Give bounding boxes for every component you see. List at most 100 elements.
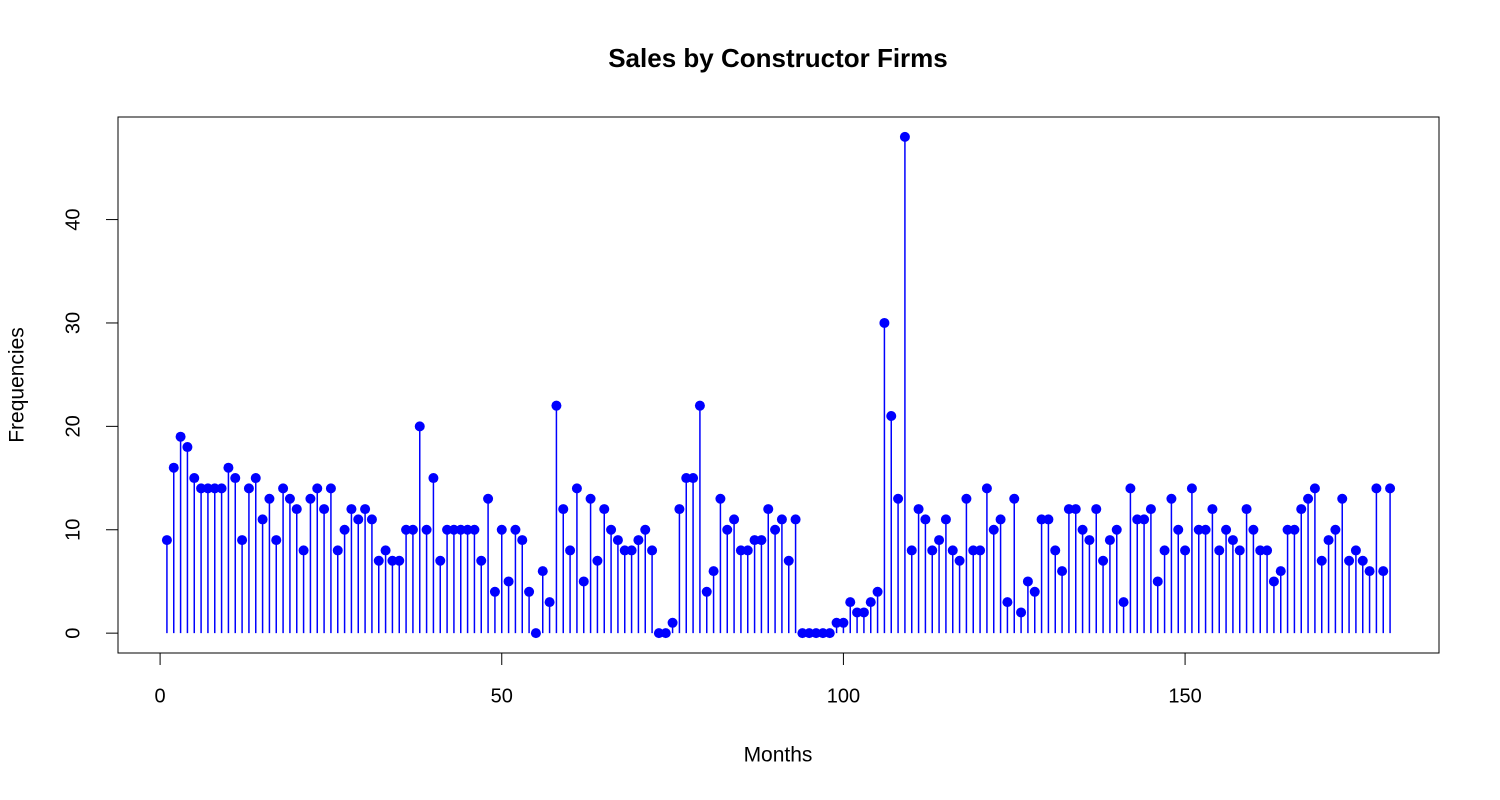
stem-point — [1268, 576, 1279, 587]
stem-point — [565, 545, 576, 556]
stem-point — [571, 483, 582, 494]
stem-point — [906, 545, 917, 556]
stem-point — [216, 483, 227, 494]
stem-point — [1330, 524, 1341, 535]
stem-point — [981, 483, 992, 494]
stem-point — [182, 442, 193, 453]
stem-point — [858, 607, 869, 618]
stem-point — [407, 524, 418, 535]
stem-point — [1207, 504, 1218, 515]
stem-point — [462, 524, 473, 535]
stem-point — [1371, 483, 1382, 494]
stem-point — [1214, 545, 1225, 556]
stem-point — [1186, 483, 1197, 494]
stem-point — [592, 555, 603, 566]
stem-point — [551, 400, 562, 411]
stem-point — [1193, 524, 1204, 535]
stem-point — [1255, 545, 1266, 556]
stem-point — [284, 493, 295, 504]
stem-point — [899, 131, 910, 142]
stem-point — [469, 524, 480, 535]
stem-point — [414, 421, 425, 432]
stem-point — [845, 597, 856, 608]
stem-point — [995, 514, 1006, 525]
stem-point — [524, 586, 535, 597]
stem-point — [202, 483, 213, 494]
stem-point — [319, 504, 330, 515]
stem-point — [1323, 535, 1334, 546]
stem-point — [667, 617, 678, 628]
x-axis-label: Months — [744, 744, 813, 767]
stem-point — [961, 493, 972, 504]
stem-point — [1016, 607, 1027, 618]
stem-point — [599, 504, 610, 515]
stem-point — [325, 483, 336, 494]
stem-point — [940, 514, 951, 525]
stem-point — [1289, 524, 1300, 535]
stem-point — [722, 524, 733, 535]
stem-point — [1275, 566, 1286, 577]
stem-point — [1152, 576, 1163, 587]
stem-point — [366, 514, 377, 525]
stem-point — [585, 493, 596, 504]
stem-point — [196, 483, 207, 494]
stem-point — [1084, 535, 1095, 546]
stem-point — [797, 628, 808, 639]
x-tick-label: 150 — [1168, 685, 1201, 707]
stem-point — [544, 597, 555, 608]
stem-point — [1385, 483, 1396, 494]
stem-point — [886, 411, 897, 422]
stem-point — [838, 617, 849, 628]
stem-point — [783, 555, 794, 566]
stem-point — [1241, 504, 1252, 515]
chart-title: Sales by Constructor Firms — [608, 43, 948, 73]
stem-point — [291, 504, 302, 515]
stem-point — [1316, 555, 1327, 566]
stem-point — [271, 535, 282, 546]
stem-point — [305, 493, 316, 504]
stem-point — [250, 473, 261, 484]
stem-point — [647, 545, 658, 556]
stem-point — [243, 483, 254, 494]
y-tick-label: 20 — [62, 415, 84, 437]
stem-point — [1111, 524, 1122, 535]
stem-point — [489, 586, 500, 597]
stem-point — [1282, 524, 1293, 535]
stem-point — [756, 535, 767, 546]
y-axis-label: Frequencies — [6, 327, 29, 443]
stem-point — [1063, 504, 1074, 515]
stem-point — [510, 524, 521, 535]
plot-frame — [117, 116, 1440, 654]
stem-point — [811, 628, 822, 639]
stem-point — [1002, 597, 1013, 608]
stem-point — [230, 473, 241, 484]
y-tick-label: 0 — [62, 628, 84, 639]
x-tick-label: 100 — [827, 685, 860, 707]
stem-point — [346, 504, 357, 515]
stem-point — [394, 555, 405, 566]
stem-point — [1125, 483, 1136, 494]
stem-point — [537, 566, 548, 577]
stem-point — [1234, 545, 1245, 556]
stem-point — [1296, 504, 1307, 515]
stem-point — [428, 473, 439, 484]
stem-point — [1029, 586, 1040, 597]
stem-point — [209, 483, 220, 494]
stem-point — [708, 566, 719, 577]
stem-point — [223, 462, 234, 473]
stem-point — [476, 555, 487, 566]
y-tick-label: 30 — [62, 312, 84, 334]
stem-point — [168, 462, 179, 473]
stem-point — [380, 545, 391, 556]
stem-point — [1262, 545, 1273, 556]
stem-point — [1118, 597, 1129, 608]
stem-point — [1180, 545, 1191, 556]
stem-point — [1145, 504, 1156, 515]
stem-point — [278, 483, 289, 494]
stem-point — [1159, 545, 1170, 556]
stem-point — [1309, 483, 1320, 494]
stem-point — [606, 524, 617, 535]
stem-point — [530, 628, 541, 639]
stem-point — [975, 545, 986, 556]
stem-point — [401, 524, 412, 535]
